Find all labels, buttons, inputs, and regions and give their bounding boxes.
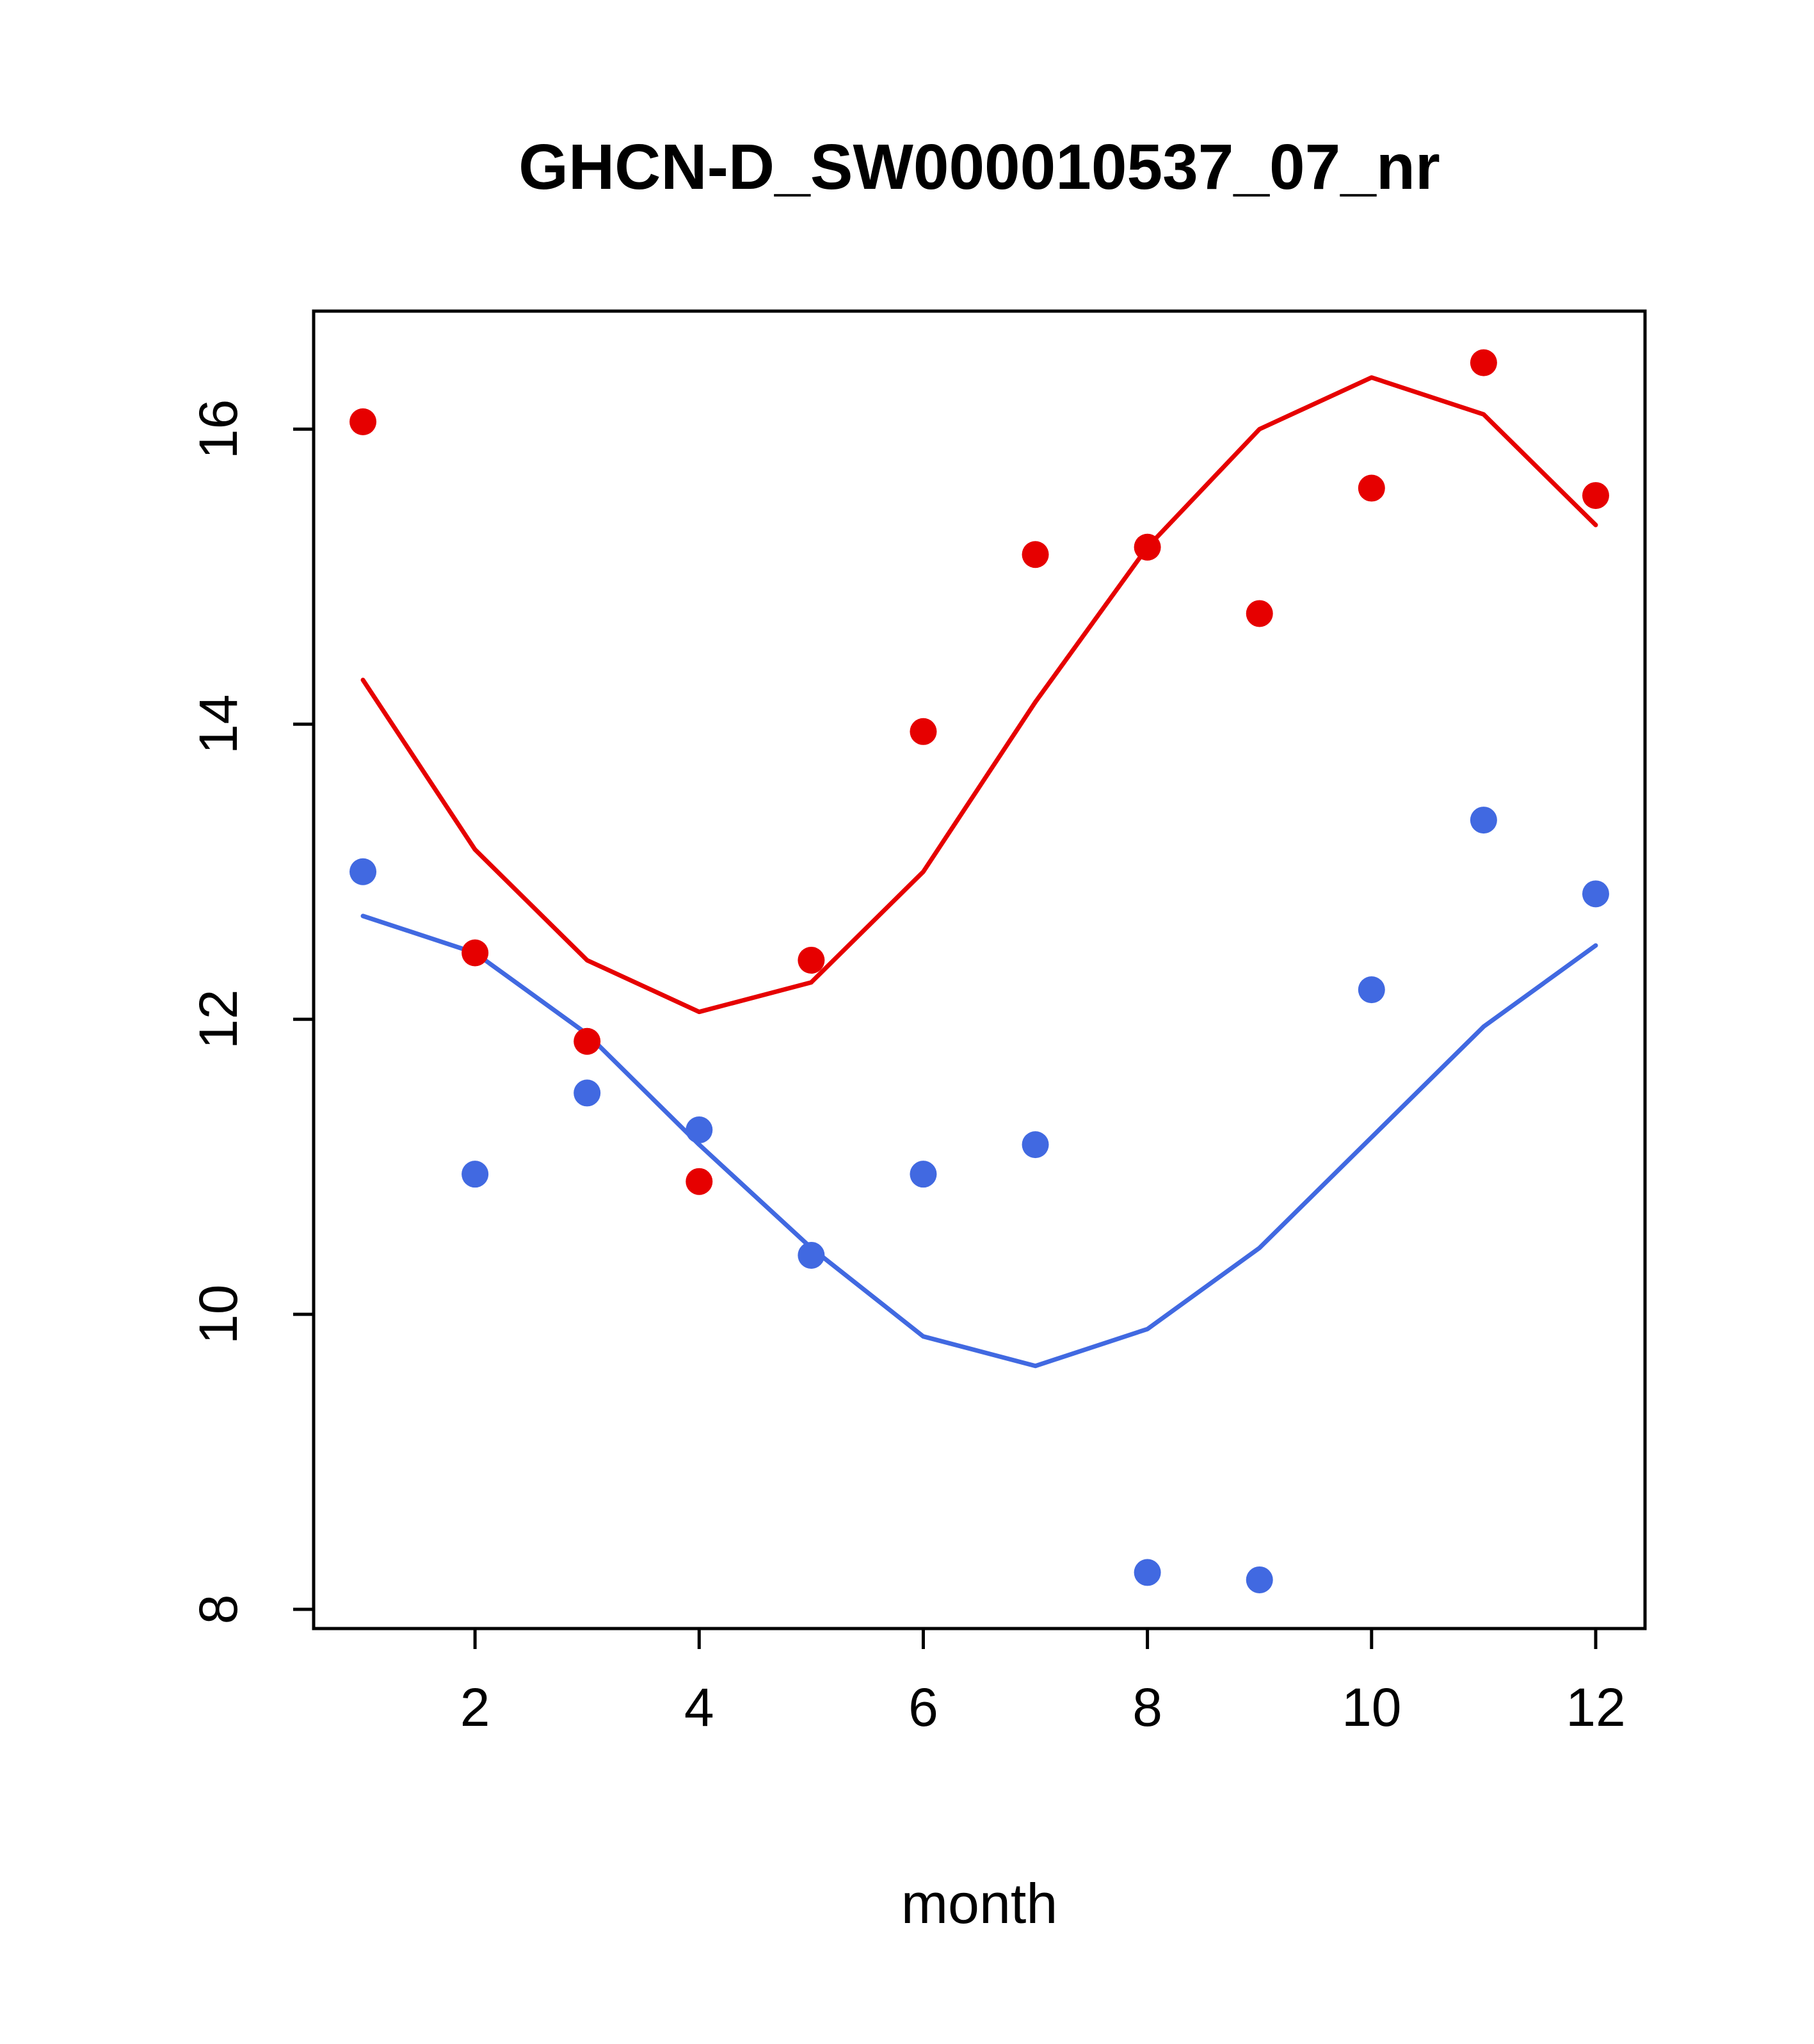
blue-points-point — [462, 1161, 489, 1188]
red-points-point — [686, 1168, 713, 1195]
x-axis-tick-label: 8 — [1132, 1677, 1162, 1737]
red-points-point — [574, 1027, 601, 1055]
red-points-point — [349, 408, 377, 435]
blue-points-point — [574, 1079, 601, 1107]
blue-trend-line — [360, 913, 1598, 1369]
x-axis-label: month — [901, 1872, 1058, 1935]
red-points-point — [1134, 533, 1161, 561]
x-axis-tick-label: 6 — [908, 1677, 938, 1737]
red-points-point — [1358, 474, 1385, 502]
blue-points-point — [686, 1116, 713, 1144]
red-points-point — [798, 947, 825, 974]
blue-points-point — [1470, 807, 1497, 834]
blue-points-point — [1246, 1566, 1273, 1593]
blue-points-point — [349, 858, 377, 885]
red-points-point — [910, 718, 937, 745]
blue-points-point — [1582, 880, 1609, 908]
red-points-point — [462, 939, 489, 967]
chart-title: GHCN-D_SW000010537_07_nr — [518, 131, 1440, 203]
red-points-point — [1582, 482, 1609, 510]
x-axis-tick-label: 10 — [1342, 1677, 1401, 1737]
x-axis-tick-label: 4 — [684, 1677, 714, 1737]
y-axis-tick-label: 14 — [188, 695, 248, 754]
blue-points-point — [798, 1241, 825, 1269]
red-trend-line — [360, 375, 1598, 1015]
red-points-point — [1246, 600, 1273, 627]
plot-box — [312, 309, 1647, 1630]
x-axis-tick-label: 12 — [1566, 1677, 1625, 1737]
blue-points-point — [1134, 1559, 1161, 1586]
blue-points-point — [1022, 1131, 1049, 1159]
y-axis-tick-label: 16 — [188, 399, 248, 459]
y-axis-tick-label: 12 — [188, 989, 248, 1049]
red-points-point — [1470, 349, 1497, 376]
x-axis-tick-label: 2 — [460, 1677, 490, 1737]
red-points-point — [1022, 541, 1049, 568]
y-axis-tick-label: 8 — [188, 1595, 248, 1625]
blue-points-point — [910, 1161, 937, 1188]
y-axis-tick-label: 10 — [188, 1284, 248, 1344]
blue-points-point — [1358, 976, 1385, 1004]
